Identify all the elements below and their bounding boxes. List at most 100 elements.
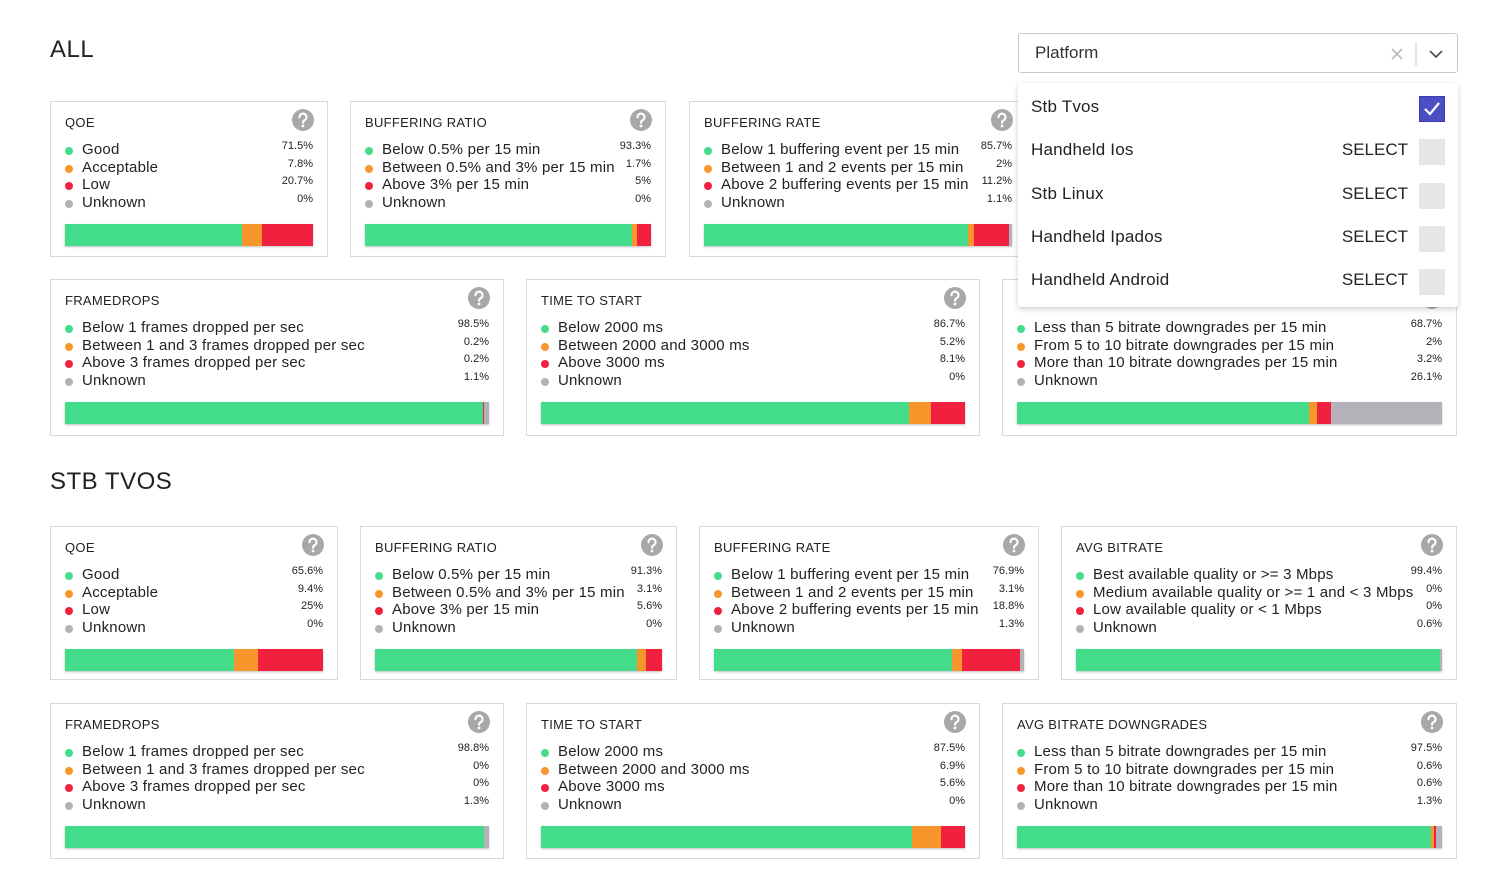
- legend-dot: [65, 802, 73, 811]
- select-option[interactable]: Handheld Ipados SELECT: [1018, 221, 1458, 259]
- legend-label: Unknown: [82, 372, 146, 390]
- help-icon[interactable]: [301, 533, 325, 557]
- legend-dot: [541, 802, 549, 811]
- metric-card: AVG BITRATE DOWNGRADES Less than 5 bitrat…: [1002, 703, 1457, 859]
- legend-label: Unknown: [558, 796, 622, 814]
- option-action[interactable]: SELECT: [1341, 270, 1408, 290]
- help-icon[interactable]: [629, 108, 653, 132]
- bar-segment: [714, 649, 953, 671]
- bar-segment: [234, 649, 259, 671]
- option-action[interactable]: SELECT: [1341, 226, 1408, 246]
- legend-value: 0.6%: [1416, 618, 1442, 631]
- option-action[interactable]: SELECT: [1341, 140, 1408, 160]
- bar-segment: [541, 826, 912, 848]
- bar-segment: [1017, 402, 1309, 424]
- bar-segment: [1008, 224, 1012, 246]
- help-icon[interactable]: [640, 533, 664, 557]
- help-icon[interactable]: [291, 108, 315, 132]
- legend-label: More than 10 bitrate downgrades per 15 m…: [1034, 354, 1338, 372]
- legend-value: 11.2%: [981, 175, 1012, 188]
- bar-segment: [930, 402, 965, 424]
- help-icon[interactable]: [1002, 533, 1026, 557]
- help-icon[interactable]: [467, 710, 491, 734]
- metric-card: QOE Good 71.5% Acceptable 7.8% Low 20.7% Unknow…: [50, 101, 328, 257]
- legend-dot: [1017, 749, 1025, 757]
- bar-segment: [1317, 402, 1332, 424]
- legend-value: 0%: [1426, 582, 1442, 595]
- legend-dot: [704, 147, 712, 155]
- bar-segment: [258, 649, 323, 671]
- stacked-bar: [65, 826, 489, 848]
- legend-dot: [1076, 572, 1084, 580]
- legend-label: Below 1 buffering event per 15 min: [731, 566, 970, 583]
- legend-value: 0%: [949, 371, 965, 384]
- legend-value: 18.8%: [992, 600, 1024, 613]
- bar-segment: [974, 224, 1009, 246]
- metric-card: AVG BITRATE Best available quality or >= …: [1061, 526, 1457, 680]
- legend-value: 3.1%: [998, 582, 1024, 595]
- legend-value: 0.6%: [1416, 777, 1442, 790]
- bar-segment: [912, 826, 942, 848]
- legend-dot: [704, 182, 712, 191]
- select-option[interactable]: Stb Linux SELECT: [1018, 178, 1458, 216]
- legend-value: 91.3%: [630, 565, 662, 577]
- stacked-bar: [541, 402, 965, 424]
- platform-select[interactable]: Platform: [1018, 33, 1458, 73]
- legend-value: 93.3%: [619, 140, 651, 152]
- legend-value: 3.1%: [636, 582, 662, 595]
- clear-icon[interactable]: [1389, 46, 1405, 62]
- checkbox-checked[interactable]: [1419, 96, 1445, 122]
- chevron-icon[interactable]: [1427, 45, 1445, 63]
- legend-value: 76.9%: [992, 565, 1024, 577]
- help-icon[interactable]: [467, 286, 491, 310]
- legend-dot: [65, 607, 73, 616]
- legend-value: 1.3%: [463, 795, 489, 808]
- legend-value: 1.1%: [986, 193, 1012, 206]
- legend-label: Unknown: [721, 194, 785, 212]
- legend-dot: [65, 182, 73, 191]
- option-label: Stb Linux: [1031, 183, 1104, 203]
- select-menu: Stb Tvos Handheld Ios SELECT Stb Linux SELEC…: [1018, 83, 1458, 307]
- legend-dot: [1017, 378, 1025, 387]
- legend-dot: [541, 342, 549, 351]
- legend-value: 0%: [473, 759, 489, 772]
- checkbox[interactable]: [1419, 269, 1445, 296]
- checkbox[interactable]: [1419, 139, 1445, 166]
- legend-label: Between 1 and 3 frames dropped per sec: [82, 760, 365, 778]
- legend-dot: [541, 784, 549, 793]
- legend-value: 85.7%: [980, 140, 1012, 152]
- bar-segment: [261, 224, 313, 246]
- bar-segment: [1436, 826, 1442, 848]
- metric-card: BUFFERING RATE Below 1 buffering event pe…: [699, 526, 1039, 680]
- stacked-bar: [375, 649, 662, 671]
- checkbox[interactable]: [1419, 182, 1445, 209]
- legend-dot: [704, 200, 712, 209]
- help-icon[interactable]: [1420, 710, 1444, 734]
- legend-dot: [65, 766, 73, 775]
- legend-dot: [541, 360, 549, 369]
- option-action[interactable]: SELECT: [1341, 183, 1408, 203]
- legend-label: Above 3% per 15 min: [382, 176, 530, 194]
- legend-label: Medium available quality or >= 1 and < 3…: [1093, 583, 1414, 601]
- legend-label: Below 1 frames dropped per sec: [82, 743, 304, 760]
- select-option[interactable]: Handheld Android SELECT: [1018, 264, 1458, 302]
- help-icon[interactable]: [943, 710, 967, 734]
- checkbox[interactable]: [1419, 225, 1445, 252]
- help-icon[interactable]: [1420, 533, 1444, 557]
- legend-dot: [1017, 342, 1025, 351]
- bar-segment: [1076, 649, 1440, 671]
- help-icon[interactable]: [990, 108, 1014, 132]
- select-option[interactable]: Stb Tvos: [1018, 91, 1458, 129]
- legend-value: 0.2%: [463, 335, 489, 348]
- card-title: TIME TO START: [541, 717, 643, 732]
- option-label: Handheld Android: [1031, 270, 1170, 290]
- legend-value: 5%: [635, 175, 651, 188]
- legend-label: Low available quality or < 1 Mbps: [1093, 601, 1322, 619]
- select-option[interactable]: Handheld Ios SELECT: [1018, 134, 1458, 172]
- card-title: BUFFERING RATE: [704, 115, 821, 130]
- bar-segment: [65, 649, 235, 671]
- legend-label: Less than 5 bitrate downgrades per 15 mi…: [1034, 319, 1327, 336]
- bar-segment: [1433, 826, 1437, 848]
- legend-value: 0%: [1426, 600, 1442, 613]
- help-icon[interactable]: [943, 286, 967, 310]
